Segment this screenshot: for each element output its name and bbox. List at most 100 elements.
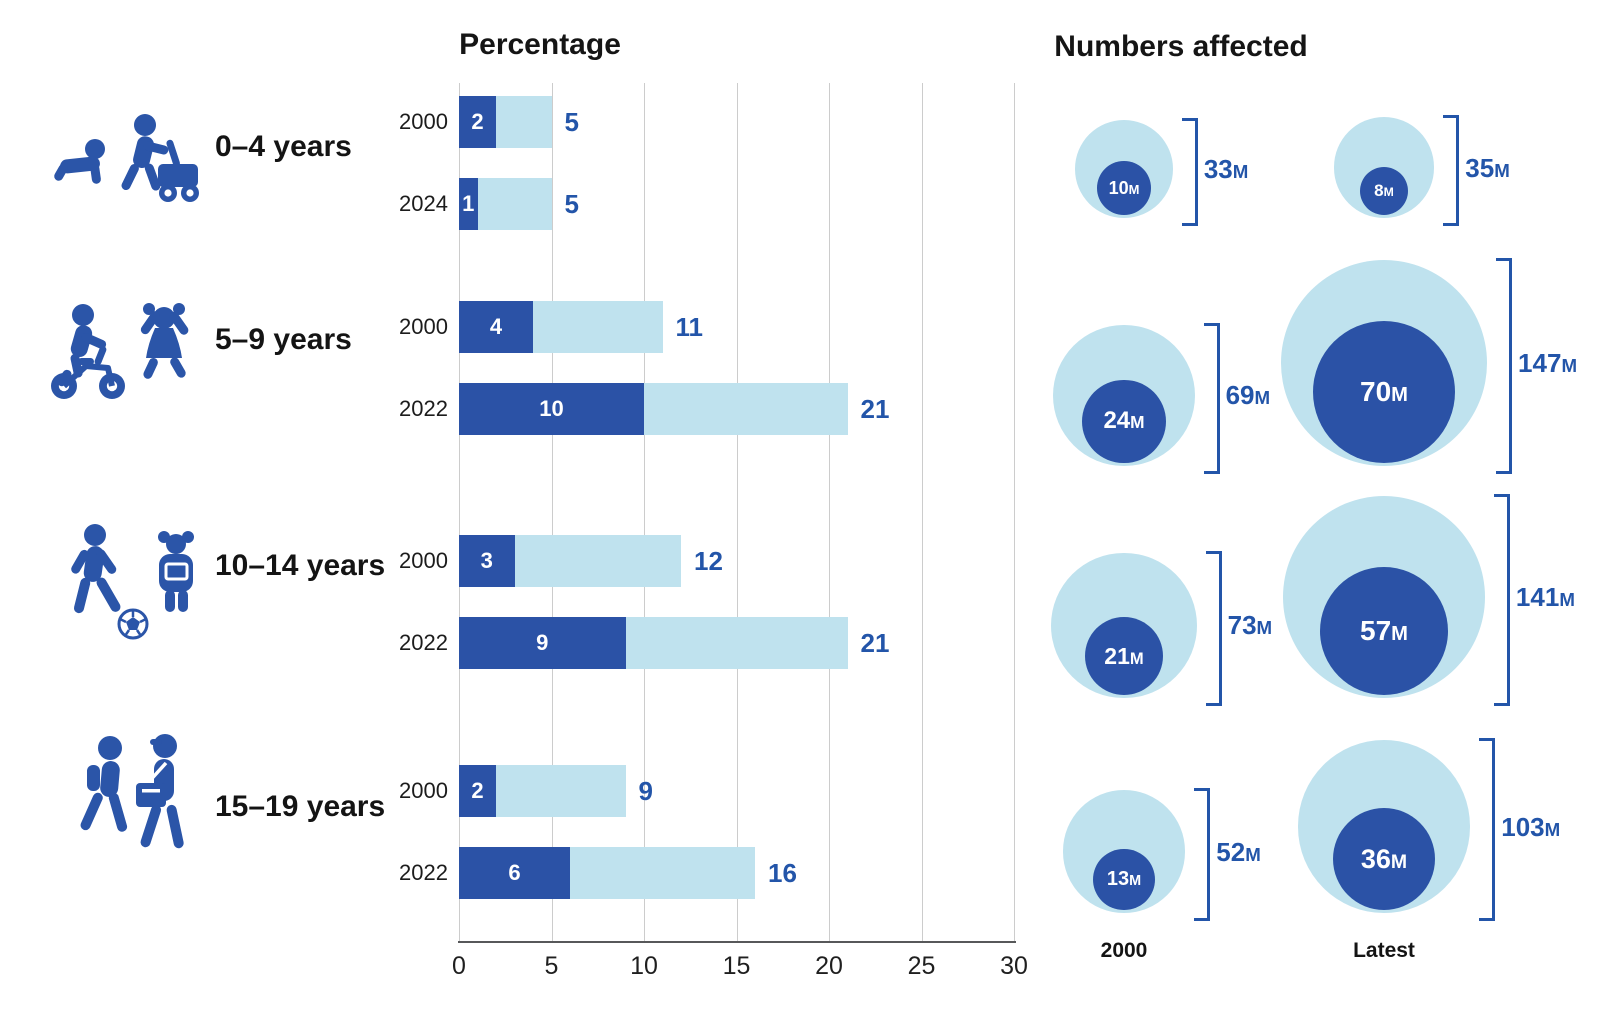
million-unit: M: [1383, 184, 1394, 199]
bubble-bracket: [1493, 494, 1510, 706]
bubble-outer-value-text: 35M: [1465, 152, 1510, 183]
bar-dark-segment: 4: [459, 301, 533, 353]
bar-light-segment: [644, 383, 848, 435]
million-unit: M: [1256, 617, 1273, 639]
bar-dark-value: 9: [536, 630, 549, 655]
x-tick-label: 0: [452, 952, 466, 980]
bubble-outer-value: 73M: [1228, 609, 1273, 644]
bar-light-segment: [625, 617, 848, 669]
million-unit: M: [1559, 589, 1575, 611]
gridline: [921, 83, 923, 941]
bar-dark-value: 10: [539, 396, 564, 421]
million-unit: M: [1390, 850, 1408, 873]
bubble-inner-value: 36M: [1360, 843, 1408, 874]
bar-total-value: 21: [860, 394, 890, 424]
bubble-outer-value-text: 73M: [1227, 610, 1273, 641]
bar-light-segment: [533, 301, 663, 353]
bubble-outer-value: 35M: [1465, 152, 1510, 187]
bubble-bracket: [1496, 257, 1513, 474]
bar-dark-value: 3: [480, 548, 493, 573]
bar-year-label: 2022: [399, 396, 448, 421]
bubble-outer-value: 69M: [1226, 379, 1271, 414]
x-tick-label: 30: [1000, 952, 1028, 980]
bar-light-segment: [496, 765, 626, 817]
bubble-outer-value-text: 33M: [1203, 154, 1249, 185]
bike-and-jumping-child-icon: [51, 303, 189, 399]
bar-dark-segment: 9: [459, 617, 626, 669]
gridline: [736, 83, 738, 941]
bar-total-value: 16: [768, 858, 797, 888]
million-unit: M: [1129, 648, 1144, 668]
bar-total-value: 9: [638, 776, 653, 806]
million-unit: M: [1561, 354, 1578, 376]
walking-teens-icon: [80, 734, 184, 849]
bubble-inner-circle: 24M: [1082, 379, 1166, 463]
bubble-inner-value: 57M: [1360, 614, 1408, 646]
bar-dark-value: 4: [489, 314, 503, 339]
bar-year-label: 2022: [399, 630, 448, 655]
football-and-book-kids-icon: [71, 524, 194, 640]
bubble-bracket: [1181, 118, 1198, 226]
percentage-title: Percentage: [459, 28, 621, 61]
bar-dark-segment: 1: [459, 178, 478, 230]
bubble-inner-value: 70M: [1360, 375, 1408, 407]
million-unit: M: [1129, 872, 1142, 889]
bubble-bracket: [1203, 322, 1220, 474]
age-group-label: 15–19 years: [215, 790, 386, 823]
bar-dark-value: 2: [471, 109, 484, 134]
bubble-bracket: [1194, 788, 1211, 921]
million-unit: M: [1254, 387, 1271, 409]
gridline: [551, 83, 553, 941]
million-unit: M: [1544, 818, 1561, 840]
bubble-inner-value: 8M: [1374, 180, 1394, 200]
bubble-inner-circle: 36M: [1333, 808, 1435, 910]
bubble-bracket: [1443, 115, 1460, 226]
gridline: [829, 83, 830, 941]
x-tick-label: 20: [815, 952, 843, 980]
bar-light-segment: [514, 535, 681, 587]
bubble-inner-circle: 13M: [1093, 848, 1155, 910]
bubble-bracket: [1479, 738, 1496, 921]
bar-dark-value: 2: [471, 778, 484, 803]
million-unit: M: [1245, 843, 1261, 865]
bar-total-value: 21: [860, 628, 890, 658]
bubble-outer-value-text: 141M: [1515, 582, 1575, 613]
bar-light-segment: [477, 178, 552, 230]
age-group-label: 5–9 years: [215, 323, 352, 356]
bar-light-segment: [496, 96, 552, 148]
x-axis-line: [458, 941, 1016, 943]
bar-dark-value: 6: [508, 860, 521, 885]
bubble-outer-value: 103M: [1501, 811, 1560, 846]
million-unit: M: [1494, 159, 1510, 181]
gridline: [644, 83, 645, 941]
million-unit: M: [1391, 383, 1408, 406]
gridline: [1014, 83, 1015, 941]
x-tick-label: 25: [907, 952, 936, 980]
bubble-inner-circle: 10M: [1097, 161, 1151, 215]
bubble-inner-circle: 70M: [1312, 320, 1456, 463]
bar-dark-value: 1: [462, 191, 475, 216]
million-unit: M: [1128, 181, 1140, 197]
bar-total-value: 5: [564, 107, 579, 137]
bubble-outer-value: 33M: [1204, 153, 1249, 188]
bar-year-label: 2000: [399, 778, 448, 803]
age-group-label: 10–14 years: [215, 549, 386, 582]
x-tick-label: 15: [722, 952, 751, 980]
bubble-inner-value: 10M: [1108, 177, 1140, 198]
bubble-column-label-latest: Latest: [1353, 939, 1415, 962]
bar-year-label: 2000: [399, 314, 448, 339]
bar-year-label: 2000: [399, 548, 448, 573]
bubble-outer-value-text: 147M: [1518, 347, 1578, 378]
million-unit: M: [1391, 622, 1408, 645]
million-unit: M: [1130, 412, 1145, 433]
x-tick-label: 5: [544, 952, 559, 980]
bar-total-value: 12: [694, 546, 723, 576]
bar-dark-segment: 3: [459, 535, 515, 587]
bubble-inner-value: 24M: [1103, 407, 1145, 435]
bubble-column-label-2000: 2000: [1100, 939, 1148, 962]
bubble-inner-circle: 57M: [1319, 566, 1449, 695]
bar-year-label: 2022: [399, 860, 448, 885]
bar-dark-segment: 10: [459, 383, 644, 435]
baby-toddler-icon: [54, 114, 199, 202]
